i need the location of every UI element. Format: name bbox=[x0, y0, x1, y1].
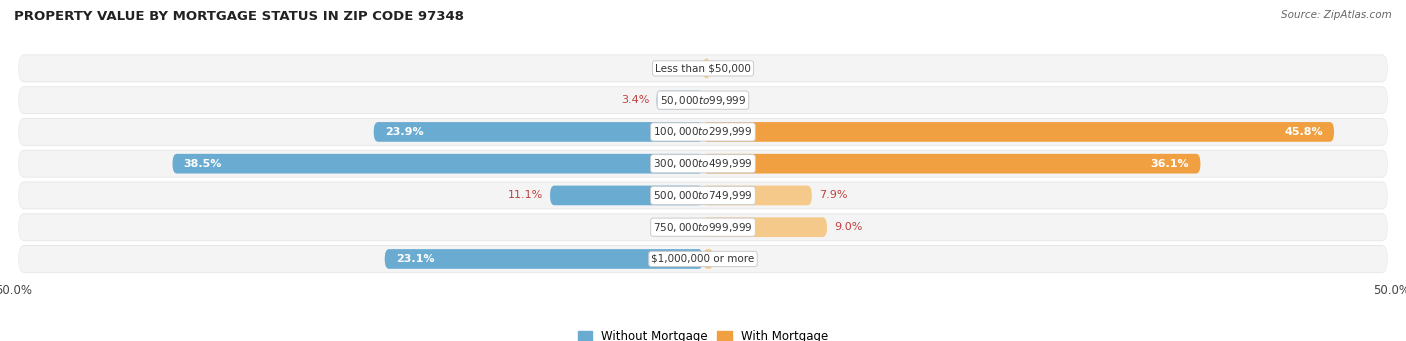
FancyBboxPatch shape bbox=[18, 87, 1388, 113]
Text: Source: ZipAtlas.com: Source: ZipAtlas.com bbox=[1281, 10, 1392, 20]
FancyBboxPatch shape bbox=[18, 213, 1388, 241]
Text: 0.51%: 0.51% bbox=[717, 63, 752, 73]
Text: $100,000 to $299,999: $100,000 to $299,999 bbox=[654, 125, 752, 138]
Text: 23.1%: 23.1% bbox=[395, 254, 434, 264]
FancyBboxPatch shape bbox=[703, 186, 811, 205]
FancyBboxPatch shape bbox=[703, 217, 827, 237]
FancyBboxPatch shape bbox=[657, 90, 703, 110]
Legend: Without Mortgage, With Mortgage: Without Mortgage, With Mortgage bbox=[574, 325, 832, 341]
FancyBboxPatch shape bbox=[550, 186, 703, 205]
Text: $50,000 to $99,999: $50,000 to $99,999 bbox=[659, 94, 747, 107]
Text: 0.0%: 0.0% bbox=[668, 222, 696, 232]
Text: PROPERTY VALUE BY MORTGAGE STATUS IN ZIP CODE 97348: PROPERTY VALUE BY MORTGAGE STATUS IN ZIP… bbox=[14, 10, 464, 23]
FancyBboxPatch shape bbox=[18, 86, 1388, 114]
FancyBboxPatch shape bbox=[18, 151, 1388, 177]
Text: 36.1%: 36.1% bbox=[1150, 159, 1189, 169]
Text: $300,000 to $499,999: $300,000 to $499,999 bbox=[654, 157, 752, 170]
Text: $750,000 to $999,999: $750,000 to $999,999 bbox=[654, 221, 752, 234]
FancyBboxPatch shape bbox=[18, 246, 1388, 272]
FancyBboxPatch shape bbox=[18, 118, 1388, 146]
FancyBboxPatch shape bbox=[18, 150, 1388, 178]
FancyBboxPatch shape bbox=[18, 214, 1388, 240]
Text: Less than $50,000: Less than $50,000 bbox=[655, 63, 751, 73]
Text: 11.1%: 11.1% bbox=[508, 190, 543, 201]
FancyBboxPatch shape bbox=[703, 59, 710, 78]
Text: 3.4%: 3.4% bbox=[621, 95, 650, 105]
Text: 0.0%: 0.0% bbox=[668, 63, 696, 73]
FancyBboxPatch shape bbox=[374, 122, 703, 142]
FancyBboxPatch shape bbox=[703, 154, 1201, 174]
FancyBboxPatch shape bbox=[18, 245, 1388, 273]
FancyBboxPatch shape bbox=[173, 154, 703, 174]
FancyBboxPatch shape bbox=[703, 249, 714, 269]
FancyBboxPatch shape bbox=[18, 119, 1388, 145]
FancyBboxPatch shape bbox=[18, 181, 1388, 209]
Text: 0.0%: 0.0% bbox=[710, 95, 738, 105]
FancyBboxPatch shape bbox=[18, 182, 1388, 208]
Text: 9.0%: 9.0% bbox=[834, 222, 862, 232]
Text: 23.9%: 23.9% bbox=[385, 127, 423, 137]
Text: 7.9%: 7.9% bbox=[818, 190, 848, 201]
Text: $500,000 to $749,999: $500,000 to $749,999 bbox=[654, 189, 752, 202]
FancyBboxPatch shape bbox=[703, 122, 1334, 142]
Text: 45.8%: 45.8% bbox=[1285, 127, 1323, 137]
FancyBboxPatch shape bbox=[18, 55, 1388, 83]
FancyBboxPatch shape bbox=[18, 55, 1388, 81]
Text: 0.77%: 0.77% bbox=[720, 254, 756, 264]
FancyBboxPatch shape bbox=[385, 249, 703, 269]
Text: $1,000,000 or more: $1,000,000 or more bbox=[651, 254, 755, 264]
Text: 38.5%: 38.5% bbox=[184, 159, 222, 169]
